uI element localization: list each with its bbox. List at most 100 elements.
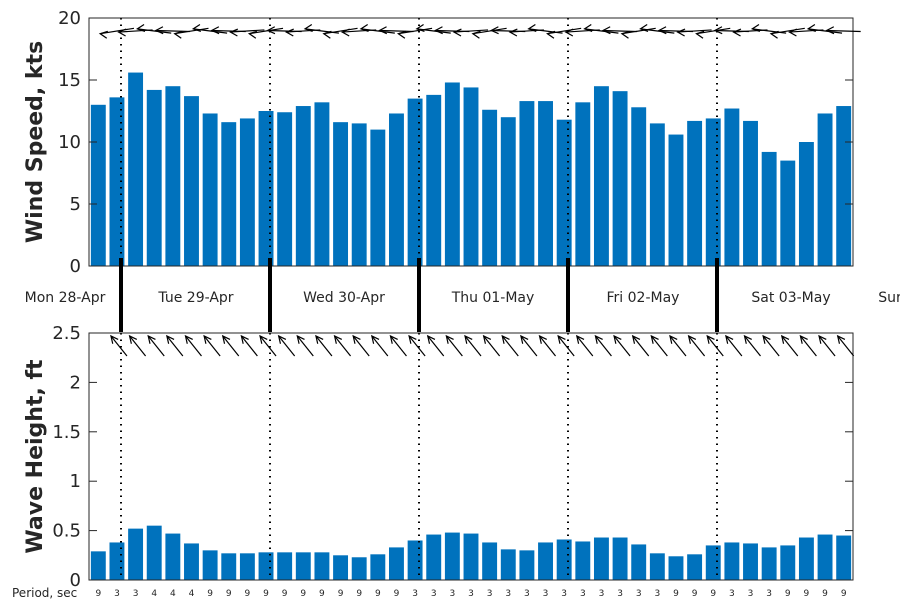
bar bbox=[538, 542, 553, 580]
period-value: 3 bbox=[524, 589, 530, 599]
bar bbox=[687, 554, 703, 580]
wave-direction-arrow bbox=[147, 334, 165, 357]
arrow-head bbox=[601, 26, 611, 35]
period-value: 3 bbox=[468, 589, 474, 599]
day-label: Sur bbox=[878, 290, 900, 306]
bar bbox=[668, 134, 684, 266]
arrow-head bbox=[713, 26, 723, 35]
arrow-shaft bbox=[613, 335, 631, 357]
arrow-head bbox=[128, 334, 138, 344]
wind-direction-arrow bbox=[154, 26, 190, 35]
bar bbox=[780, 545, 796, 580]
wave-direction-arrow bbox=[836, 334, 855, 357]
arrow-shaft bbox=[100, 27, 135, 35]
wind-direction-arrow bbox=[322, 27, 358, 39]
arrow-head bbox=[452, 28, 462, 37]
arrow-head bbox=[520, 334, 529, 344]
wind-speed-plot: 0 5 10 15 20 Wind Speed, kts bbox=[23, 8, 861, 277]
arrow-head bbox=[706, 334, 715, 344]
arrow-head bbox=[426, 334, 436, 344]
wind-direction-arrow bbox=[806, 24, 843, 34]
bar bbox=[743, 543, 758, 580]
arrow-shaft bbox=[808, 28, 843, 34]
bar bbox=[631, 107, 647, 266]
y-tick-label: 0 bbox=[70, 256, 81, 277]
wave-direction-arrow bbox=[743, 334, 761, 357]
bar bbox=[221, 553, 237, 580]
arrow-shaft bbox=[408, 335, 426, 357]
bar bbox=[314, 552, 330, 580]
y-tick-label: 5 bbox=[70, 194, 81, 215]
bar bbox=[519, 550, 535, 580]
arrow-head bbox=[378, 26, 388, 35]
bar bbox=[538, 101, 553, 266]
wave-direction-arrow bbox=[520, 334, 538, 357]
arrow-shaft bbox=[137, 28, 172, 34]
period-value: 3 bbox=[636, 589, 642, 599]
bar bbox=[426, 534, 442, 580]
period-value: 4 bbox=[151, 589, 157, 599]
arrow-head bbox=[564, 28, 574, 37]
arrow-head bbox=[501, 334, 510, 344]
bar bbox=[277, 552, 293, 580]
arrow-head bbox=[836, 334, 846, 344]
arrow-head bbox=[247, 30, 258, 39]
arrow-head bbox=[445, 334, 454, 344]
wind-direction-arrow bbox=[620, 27, 656, 39]
wave-direction-arrow bbox=[315, 334, 333, 357]
wind-direction-arrow bbox=[396, 27, 433, 39]
bar bbox=[370, 129, 386, 266]
period-value: 9 bbox=[710, 589, 716, 599]
bar bbox=[444, 532, 460, 580]
bar bbox=[798, 142, 814, 266]
arrow-shaft bbox=[389, 335, 407, 357]
bar bbox=[482, 542, 498, 580]
arrow-shaft bbox=[129, 335, 147, 357]
arrow-shaft bbox=[398, 27, 433, 35]
period-value: 3 bbox=[114, 589, 120, 599]
wave-direction-arrow bbox=[352, 334, 370, 357]
arrow-shaft bbox=[155, 29, 190, 33]
wind-direction-arrow bbox=[546, 27, 582, 39]
arrow-shaft bbox=[230, 29, 265, 33]
period-value: 9 bbox=[394, 589, 400, 599]
arrow-head bbox=[333, 334, 343, 344]
arrow-head bbox=[538, 334, 548, 344]
arrow-head bbox=[296, 334, 305, 344]
arrow-shaft bbox=[445, 335, 463, 357]
bar bbox=[836, 535, 852, 580]
arrow-head bbox=[210, 26, 220, 35]
wave-direction-arrow bbox=[259, 334, 277, 357]
arrow-head bbox=[639, 24, 649, 32]
period-value: 3 bbox=[133, 589, 139, 599]
arrow-head bbox=[221, 334, 231, 344]
wave-direction-arrow bbox=[240, 334, 258, 357]
bar bbox=[649, 123, 665, 267]
arrow-shaft bbox=[371, 335, 389, 357]
arrow-shaft bbox=[539, 335, 557, 357]
bar bbox=[90, 104, 106, 266]
wave-direction-arrow bbox=[669, 334, 687, 357]
period-value: 3 bbox=[748, 589, 754, 599]
arrow-head bbox=[799, 334, 808, 344]
arrow-shaft bbox=[427, 335, 445, 357]
wave-direction-arrow bbox=[370, 334, 389, 357]
bar bbox=[333, 122, 349, 266]
wind-direction-arrow bbox=[210, 26, 246, 35]
arrow-shaft bbox=[781, 335, 799, 357]
wave-direction-arrow bbox=[706, 334, 724, 357]
arrow-shaft bbox=[725, 335, 743, 357]
period-value: 9 bbox=[245, 589, 251, 599]
arrow-shaft bbox=[688, 335, 706, 357]
bar bbox=[146, 89, 162, 266]
wave-direction-arrow bbox=[575, 334, 594, 357]
bar bbox=[463, 533, 479, 580]
bar bbox=[444, 82, 460, 266]
period-value: 9 bbox=[319, 589, 325, 599]
period-value: 3 bbox=[654, 589, 660, 599]
bar bbox=[351, 557, 367, 580]
bar bbox=[724, 108, 740, 267]
wind-direction-arrow bbox=[229, 28, 265, 37]
bar bbox=[389, 113, 404, 266]
